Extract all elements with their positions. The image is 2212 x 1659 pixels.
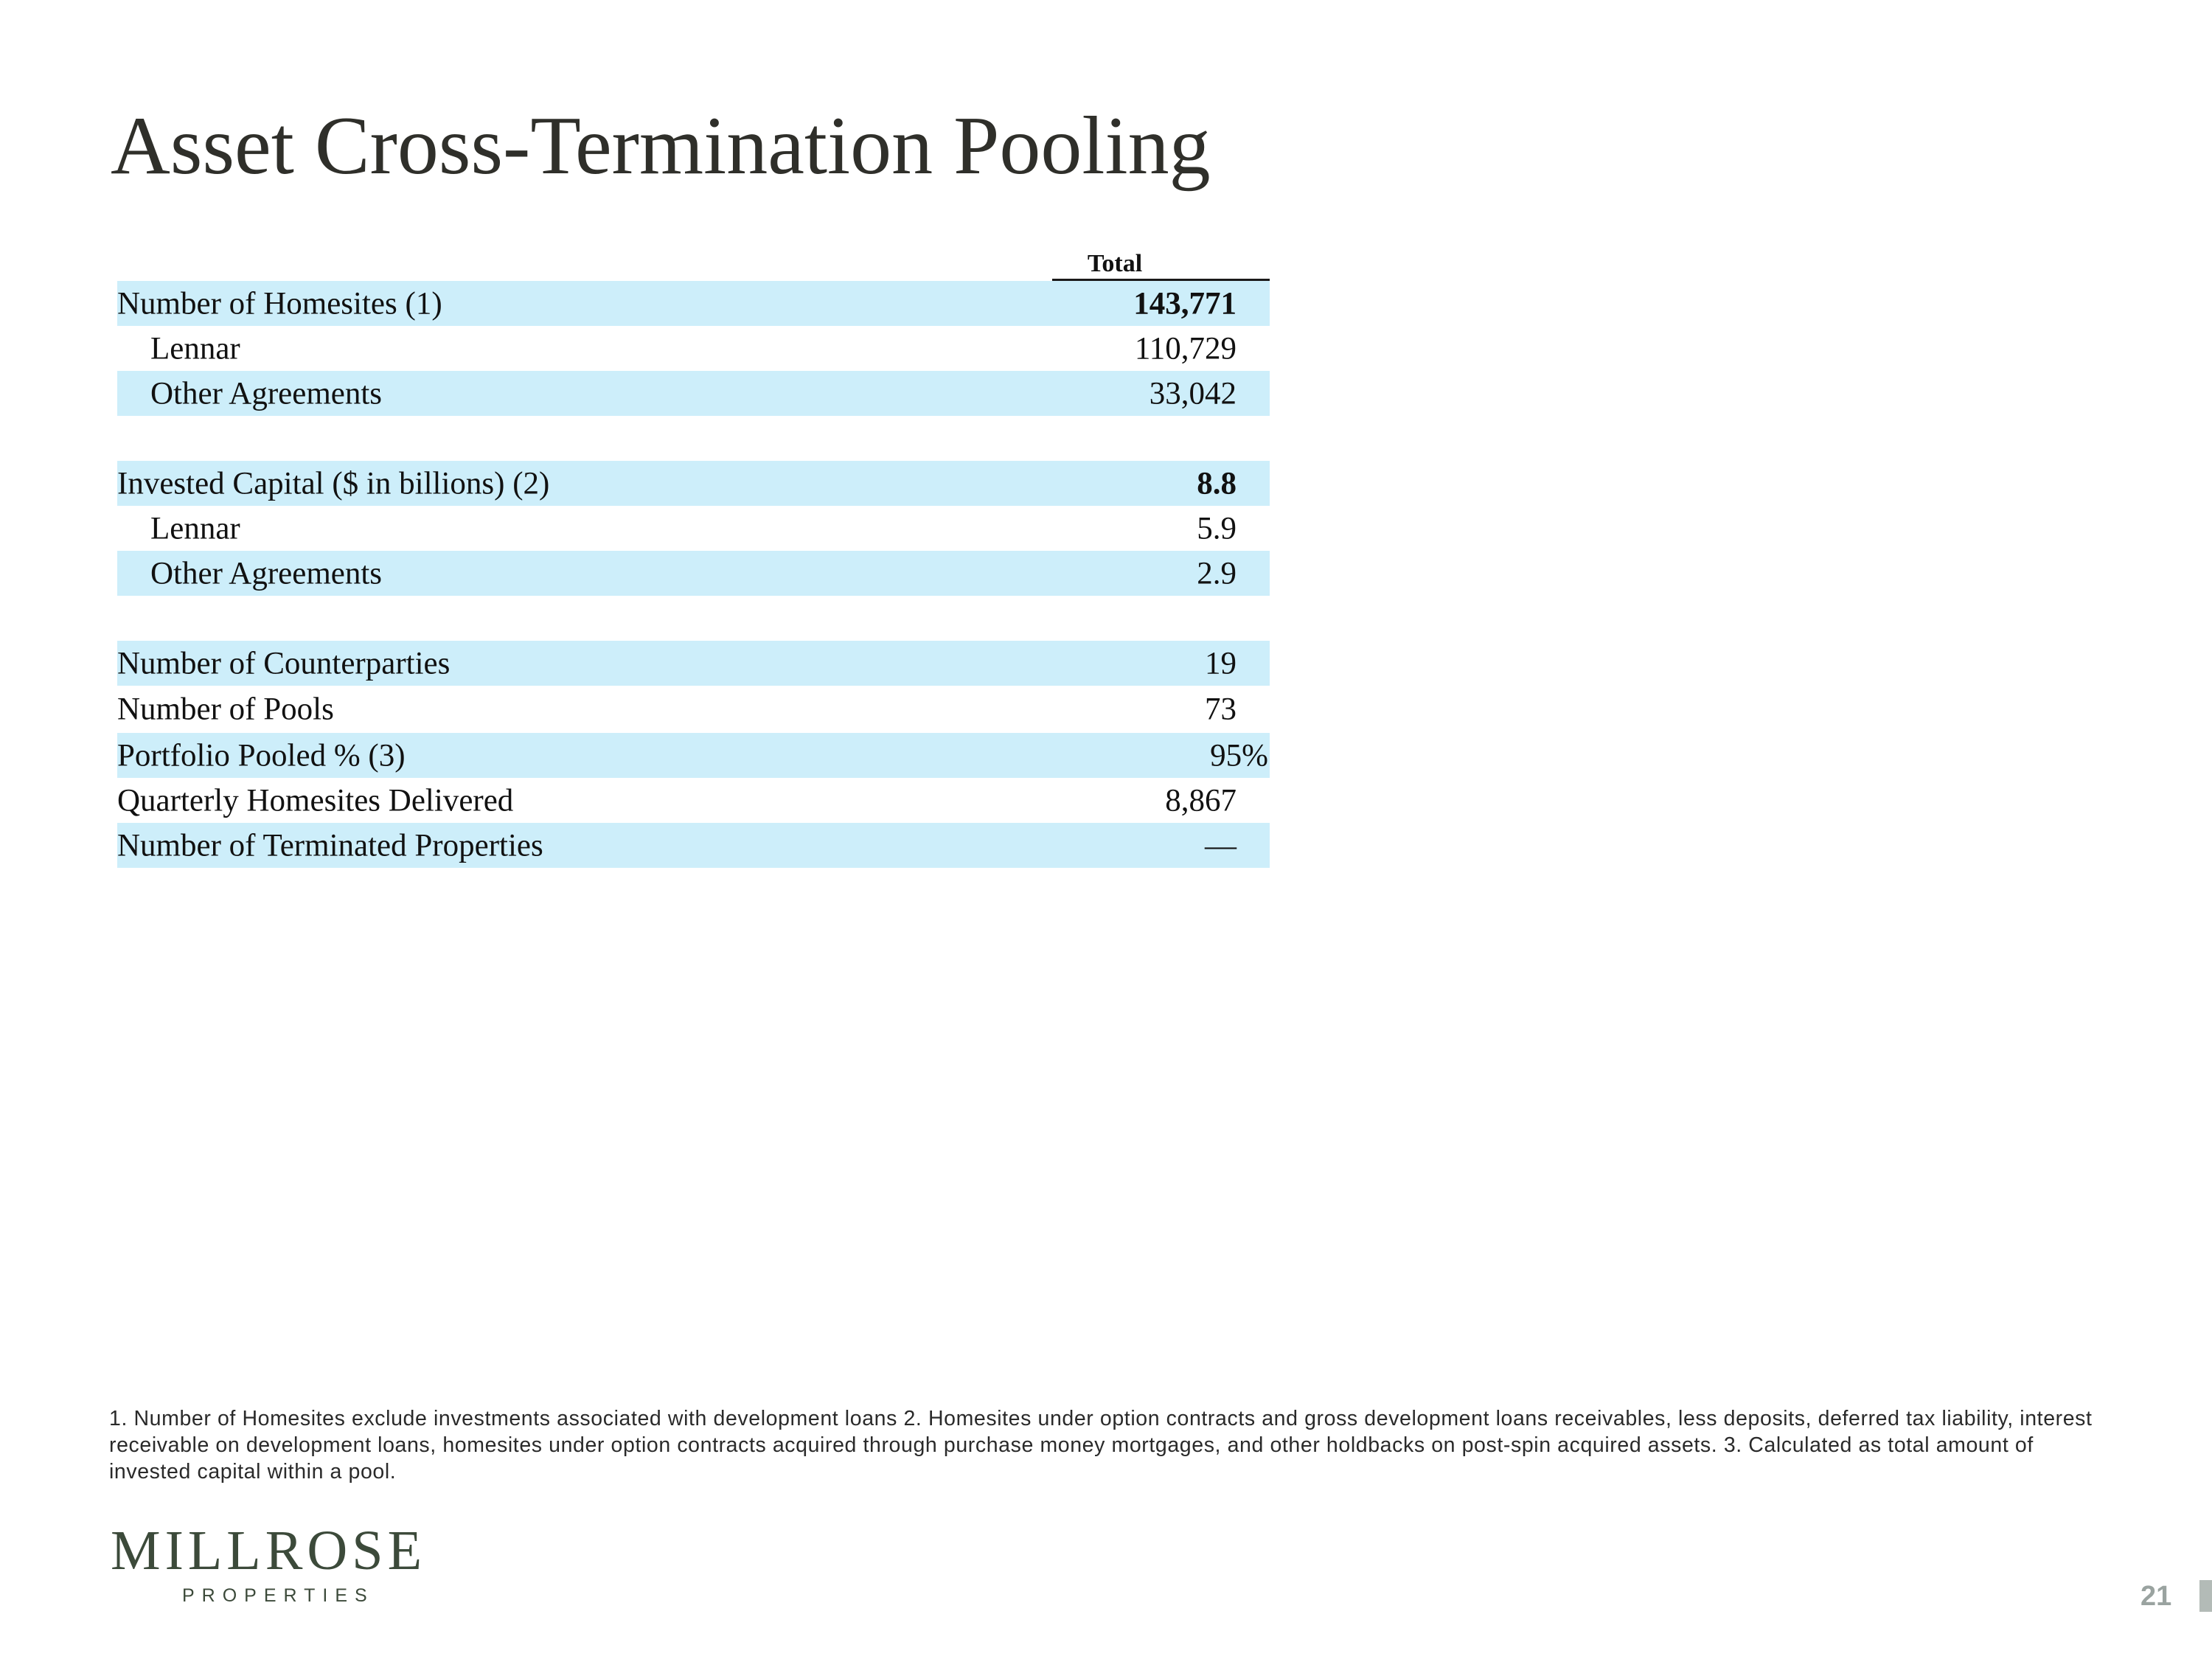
table-row-quarterly-delivered: Quarterly Homesites Delivered 8,867 [117, 778, 1270, 823]
row-label: Invested Capital ($ in billions) (2) [117, 466, 550, 501]
row-label: Number of Homesites (1) [117, 286, 442, 321]
row-label: Other Agreements [150, 556, 383, 591]
logo-wordmark: MILLROSE [111, 1520, 426, 1582]
row-value: 5.9 [1197, 511, 1237, 546]
page-number: 21 [2140, 1581, 2172, 1612]
table-row-terminated-properties: Number of Terminated Properties — [117, 823, 1270, 868]
row-label: Number of Terminated Properties [117, 828, 543, 863]
table-row-invested-capital: Invested Capital ($ in billions) (2) 8.8 [117, 461, 1270, 506]
millrose-logo: MILLROSE PROPERTIES [111, 1520, 442, 1607]
row-label: Number of Pools [117, 692, 334, 727]
table-row-capital-other: Other Agreements 2.9 [117, 551, 1270, 596]
logo-subtitle: PROPERTIES [182, 1585, 375, 1606]
row-value: 73 [1205, 692, 1237, 727]
footnote: 1. Number of Homesites exclude investmen… [109, 1407, 2093, 1484]
row-value: 2.9 [1197, 556, 1237, 591]
row-value: 33,042 [1149, 376, 1237, 411]
table-row-homesites-other: Other Agreements 33,042 [117, 371, 1270, 416]
table-row-homesites-lennar: Lennar 110,729 [117, 326, 1270, 371]
row-value: — [1205, 828, 1237, 863]
table-row-homesites: Number of Homesites (1) 143,771 [117, 281, 1270, 326]
table-row-counterparties: Number of Counterparties 19 [117, 641, 1270, 686]
row-value: 8,867 [1165, 783, 1237, 818]
row-value: 8.8 [1197, 466, 1237, 501]
row-label: Lennar [150, 331, 240, 366]
page-title: Asset Cross-Termination Pooling [111, 100, 1211, 192]
row-value: 95% [1210, 738, 1268, 773]
row-label: Lennar [150, 511, 240, 546]
column-header-total: Total [1052, 246, 1270, 281]
row-label: Portfolio Pooled % (3) [117, 738, 406, 773]
table-row-capital-lennar: Lennar 5.9 [117, 506, 1270, 551]
page-marker [2199, 1580, 2212, 1612]
table-row-portfolio-pooled: Portfolio Pooled % (3) 95% [117, 733, 1270, 778]
row-value: 19 [1205, 646, 1237, 681]
row-label: Quarterly Homesites Delivered [117, 783, 514, 818]
table-row-pools: Number of Pools 73 [117, 686, 1270, 733]
row-value: 143,771 [1133, 286, 1237, 321]
row-label: Number of Counterparties [117, 646, 451, 681]
column-header-label: Total [1087, 250, 1143, 277]
row-label: Other Agreements [150, 376, 383, 411]
row-value: 110,729 [1134, 331, 1237, 366]
